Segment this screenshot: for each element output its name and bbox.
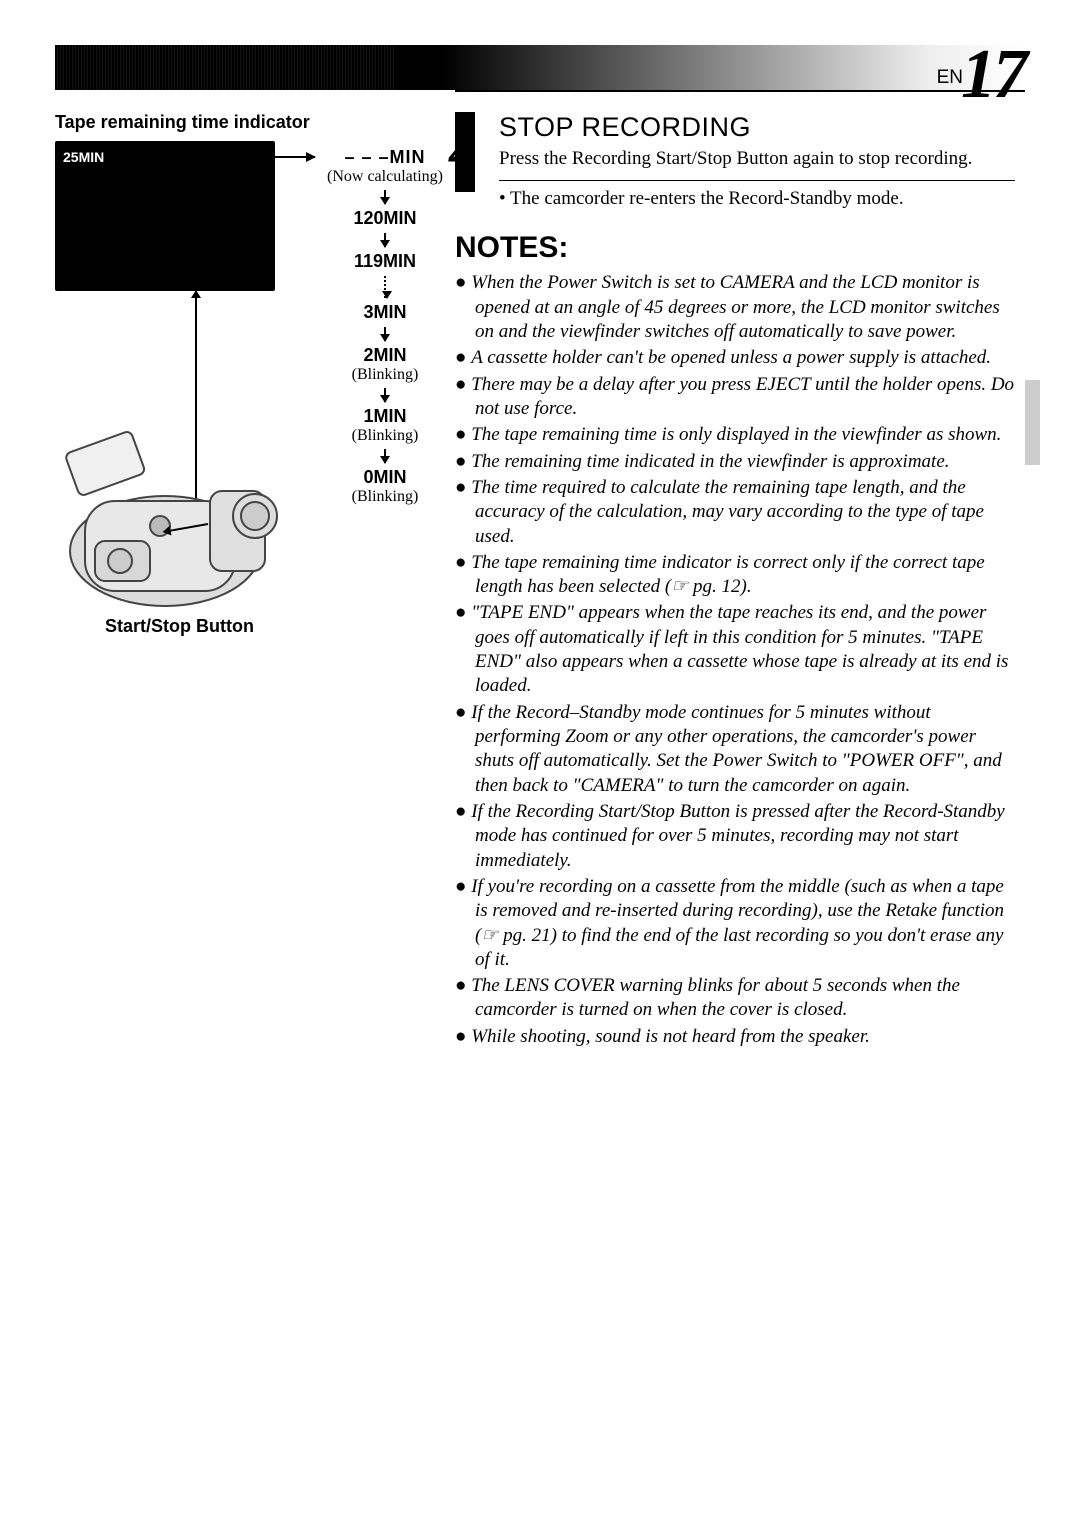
note-item: The tape remaining time indicator is cor… (455, 551, 1015, 600)
notes-list: When the Power Switch is set to CAMERA a… (455, 271, 1015, 1049)
arrow-down-icon (384, 327, 386, 341)
header-underline (455, 90, 1025, 92)
arrow-right-icon (155, 156, 315, 158)
step-number-box: 4 (455, 112, 491, 192)
header-bar: EN 17 (55, 45, 1025, 100)
tape-title: Tape remaining time indicator (55, 112, 425, 133)
note-item: While shooting, sound is not heard from … (455, 1025, 1015, 1049)
step-4-block: 4 STOP RECORDING Press the Recording Sta… (455, 112, 1015, 211)
viewfinder-text: 25MIN (63, 149, 104, 165)
time-label-3: 3MIN (320, 302, 450, 323)
note-item: There may be a delay after you press EJE… (455, 373, 1015, 422)
arrow-down-icon (384, 190, 386, 204)
viewfinder-screen: 25MIN (55, 141, 275, 291)
time-label-calc: – – –MIN (320, 147, 450, 168)
page-number: 17 (961, 35, 1025, 115)
page-language: EN (937, 67, 963, 89)
camcorder-illustration (55, 421, 285, 621)
tape-diagram: 25MIN – – –MIN (Now calculating) 120MIN … (55, 141, 425, 621)
gradient-bar (55, 45, 1025, 90)
time-sub-1: (Blinking) (320, 427, 450, 445)
step-heading: STOP RECORDING (499, 112, 1015, 143)
side-tab (1025, 380, 1040, 465)
note-item: The time required to calculate the remai… (455, 476, 1015, 549)
start-stop-button-label: Start/Stop Button (105, 616, 254, 637)
time-label-119: 119MIN (320, 251, 450, 272)
time-label-1: 1MIN (320, 406, 450, 427)
time-label-2: 2MIN (320, 345, 450, 366)
note-item: "TAPE END" appears when the tape reaches… (455, 601, 1015, 698)
arrow-down-icon (384, 233, 386, 247)
step-number: 4 (449, 120, 476, 182)
notes-heading: NOTES: (455, 231, 1015, 265)
note-item: The LENS COVER warning blinks for about … (455, 974, 1015, 1023)
time-sequence: – – –MIN (Now calculating) 120MIN 119MIN… (320, 147, 450, 506)
arrow-down-dashed-icon (384, 276, 386, 298)
time-sub-calc: (Now calculating) (320, 168, 450, 186)
note-item: If the Recording Start/Stop Button is pr… (455, 800, 1015, 873)
time-label-120: 120MIN (320, 208, 450, 229)
camcorder-icon (55, 421, 285, 621)
note-item: The remaining time indicated in the view… (455, 450, 1015, 474)
step-description: Press the Recording Start/Stop Button ag… (499, 147, 1015, 172)
step-divider (499, 180, 1015, 181)
arrow-down-icon (384, 449, 386, 463)
note-item: When the Power Switch is set to CAMERA a… (455, 271, 1015, 344)
note-item: If the Record–Standby mode continues for… (455, 701, 1015, 798)
time-sub-2: (Blinking) (320, 366, 450, 384)
note-item: If you're recording on a cassette from t… (455, 875, 1015, 972)
time-label-0: 0MIN (320, 467, 450, 488)
note-item: The tape remaining time is only displaye… (455, 423, 1015, 447)
note-item: A cassette holder can't be opened unless… (455, 346, 1015, 370)
time-sub-0: (Blinking) (320, 488, 450, 506)
arrow-down-icon (384, 388, 386, 402)
step-bullet: • The camcorder re-enters the Record-Sta… (499, 187, 1015, 212)
